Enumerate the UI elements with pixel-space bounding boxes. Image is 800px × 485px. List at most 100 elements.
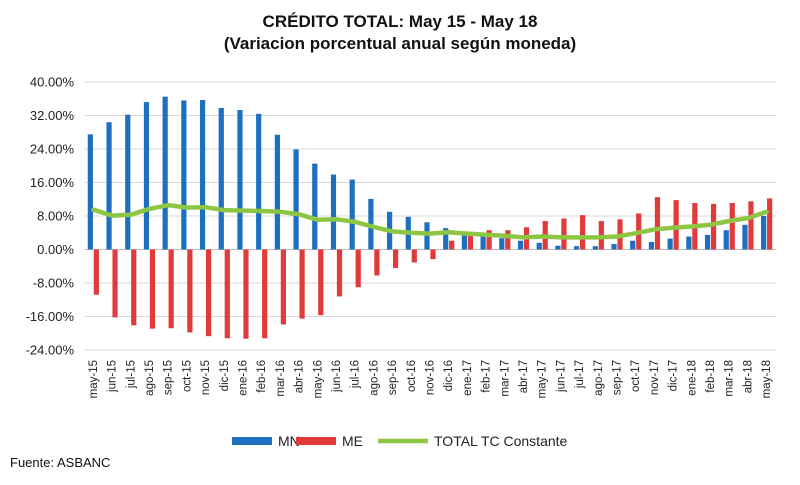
chart-subtitle: (Variacion porcentual anual según moneda…: [224, 34, 576, 53]
x-tick-label: dic-15: [219, 360, 231, 391]
bar-me: [299, 249, 305, 319]
bar-me: [205, 249, 212, 337]
x-tick-label: ago-15: [144, 360, 156, 396]
bar-mn: [667, 238, 673, 250]
bar-mn: [574, 246, 580, 250]
y-axis: 40.00% 32.00% 24.00% 16.00% 8.00% 0.00% -8.00%…: [26, 75, 75, 358]
bar-me: [262, 249, 268, 339]
y-tick-label: -8.00%: [33, 276, 75, 291]
bar-me: [187, 249, 193, 333]
x-tick-label: sep-17: [612, 360, 624, 395]
x-tick-label: nov-17: [649, 360, 661, 395]
bar-mn: [218, 107, 224, 250]
y-tick-label: 32.00%: [30, 108, 75, 123]
x-tick-label: feb-17: [481, 360, 493, 393]
bar-me: [112, 249, 118, 318]
y-tick-label: 0.00%: [37, 242, 74, 257]
bar-mn: [330, 174, 337, 250]
x-tick-label: ene-18: [686, 360, 698, 396]
x-tick-label: may-17: [537, 360, 549, 398]
bar-me: [486, 230, 492, 250]
bar-me: [654, 197, 661, 250]
x-axis: may-15 jun-15 jul-15 ago-15 sep-15 oct-15 nov-…: [88, 360, 773, 398]
bar-mn: [517, 240, 524, 250]
x-tick-label: jun-17: [555, 360, 567, 393]
x-tick-label: oct-15: [181, 360, 193, 392]
x-tick-label: ene-17: [462, 360, 474, 396]
x-tick-label: oct-17: [630, 360, 642, 392]
bar-me: [580, 215, 586, 250]
bar-me: [168, 249, 174, 329]
bar-mn: [87, 134, 93, 250]
bar-me: [149, 249, 156, 329]
x-tick-label: jun-15: [107, 360, 119, 393]
x-tick-label: dic-17: [668, 360, 680, 391]
legend-label: MN: [278, 433, 300, 449]
total-tc-constante-line: [91, 202, 769, 240]
total-line: [91, 202, 769, 240]
bar-mn: [704, 234, 711, 250]
x-tick-label: jun-16: [331, 360, 343, 393]
bar-mn: [723, 230, 729, 250]
bar-mn: [424, 222, 430, 250]
legend-label: TOTAL TC Constante: [434, 433, 568, 449]
bar-mn: [630, 240, 636, 250]
x-tick-label: jul-17: [574, 360, 586, 389]
x-tick-label: nov-16: [425, 360, 437, 395]
legend-swatch: [296, 437, 336, 445]
bar-me: [374, 249, 380, 276]
x-tick-label: may-18: [761, 360, 773, 398]
bar-me: [467, 234, 474, 250]
bar-mn: [312, 163, 318, 250]
x-tick-label: abr-17: [518, 360, 530, 393]
bar-mn: [237, 110, 243, 250]
x-tick-label: dic-16: [443, 360, 455, 391]
bar-mn: [199, 100, 206, 250]
x-tick-label: may-16: [312, 360, 324, 398]
bar-mn: [536, 242, 542, 250]
bar-mn: [555, 245, 561, 250]
bar-me: [729, 203, 735, 250]
bars: [87, 96, 773, 339]
bar-me: [748, 201, 754, 250]
gridlines: [84, 81, 776, 351]
bar-me: [561, 218, 567, 250]
chart-title: CRÉDITO TOTAL: May 15 - May 18: [263, 12, 538, 31]
source-note: Fuente: ASBANC: [10, 455, 110, 470]
legend-swatch: [232, 437, 272, 445]
bar-mn: [761, 216, 767, 250]
x-tick-label: sep-15: [163, 360, 175, 395]
bar-mn: [256, 113, 262, 250]
x-tick-label: mar-18: [724, 360, 736, 396]
bar-me: [280, 249, 286, 325]
x-tick-label: ago-17: [593, 360, 605, 396]
bar-me: [411, 249, 417, 263]
bar-mn: [293, 149, 299, 250]
x-tick-label: abr-18: [742, 360, 754, 393]
y-tick-label: 16.00%: [30, 175, 75, 190]
bar-mn: [686, 236, 692, 250]
bar-mn: [611, 244, 617, 250]
bar-mn: [648, 241, 655, 250]
x-tick-label: jul-16: [350, 360, 362, 389]
x-tick-label: feb-16: [256, 360, 268, 393]
x-tick-label: feb-18: [705, 360, 717, 393]
x-tick-label: mar-16: [275, 360, 287, 396]
x-tick-label: abr-16: [294, 360, 306, 393]
bar-me: [392, 249, 399, 268]
y-tick-label: -24.00%: [26, 343, 75, 358]
bar-mn: [349, 179, 355, 250]
bar-me: [767, 198, 773, 250]
x-tick-label: may-15: [88, 360, 100, 398]
bar-mn: [125, 114, 131, 250]
x-tick-label: nov-15: [200, 360, 212, 395]
y-tick-label: 40.00%: [30, 75, 75, 90]
bar-me: [131, 249, 137, 326]
bar-mn: [742, 224, 748, 250]
x-tick-label: ene-16: [237, 360, 249, 396]
bar-me: [430, 249, 436, 260]
bar-me: [243, 249, 249, 339]
bar-mn: [162, 96, 168, 250]
x-tick-label: oct-16: [406, 360, 418, 392]
